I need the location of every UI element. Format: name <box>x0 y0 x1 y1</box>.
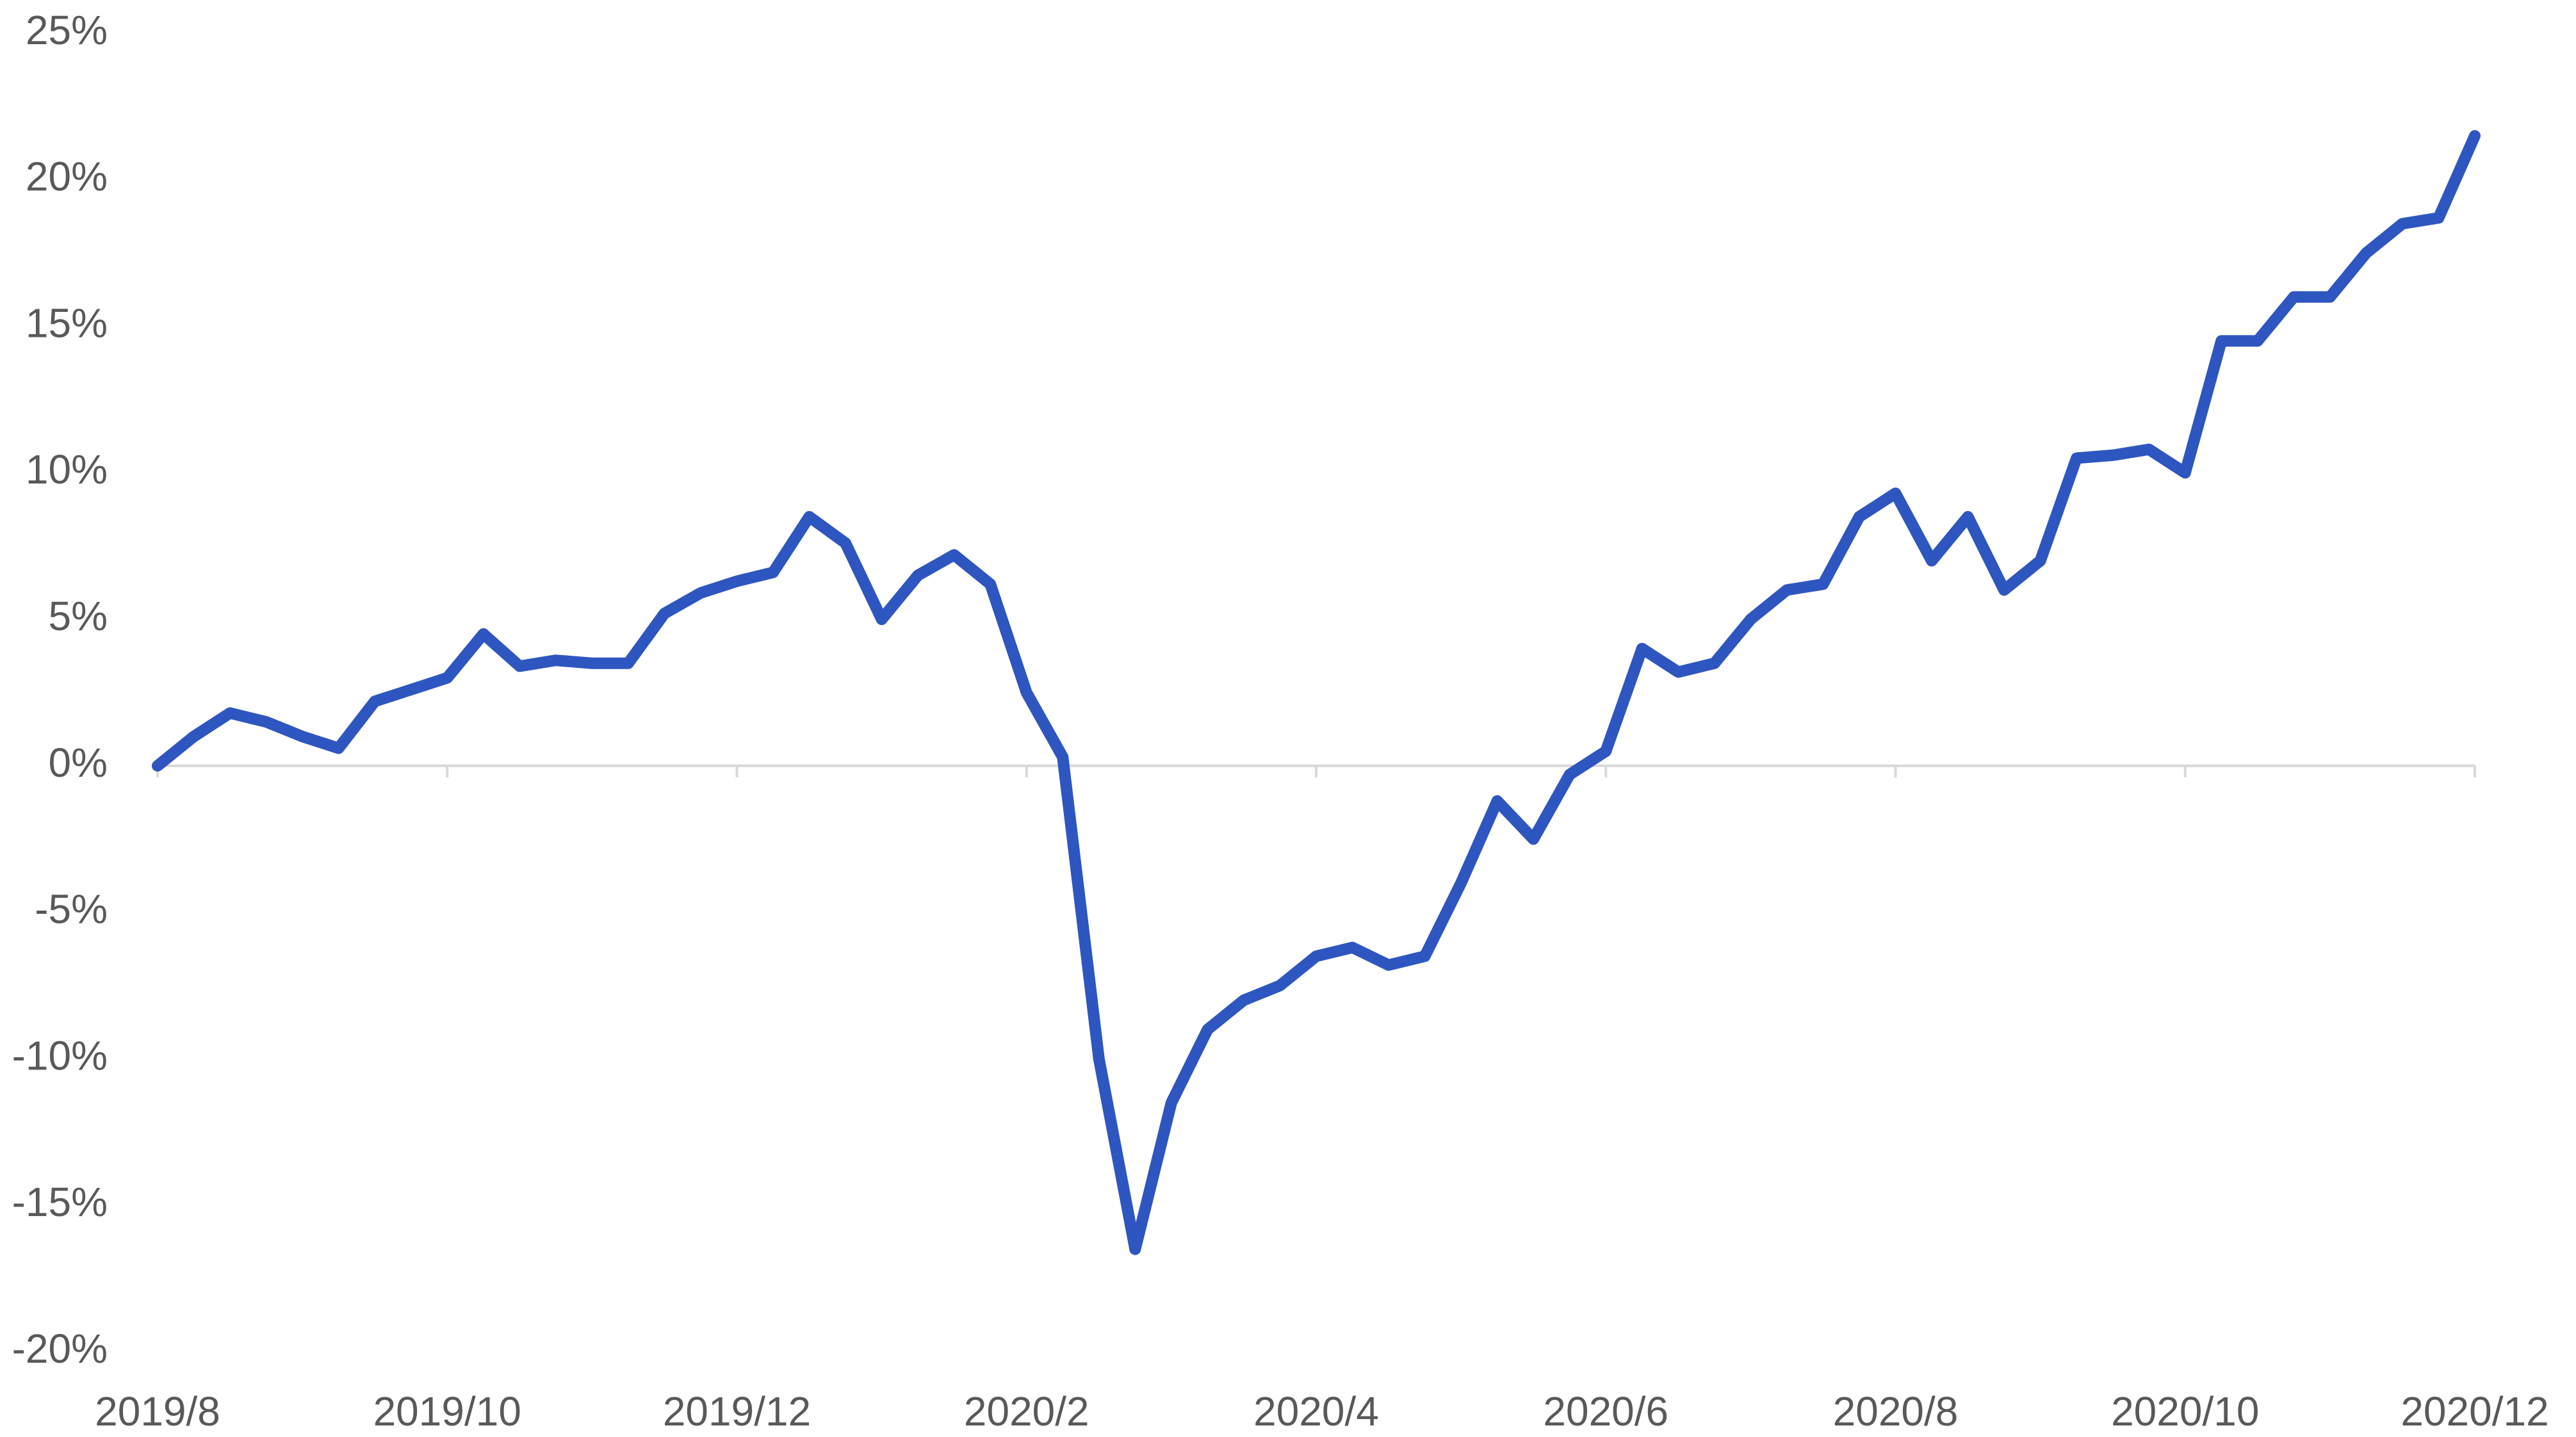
y-tick-label: -10% <box>12 1032 108 1078</box>
y-tick-label: 25% <box>26 7 108 53</box>
y-tick-label: -5% <box>35 886 108 932</box>
y-tick-label: 10% <box>26 446 108 492</box>
y-tick-label: -20% <box>12 1326 108 1372</box>
y-tick-label: 20% <box>26 154 108 200</box>
x-tick-label: 2020/4 <box>1253 1388 1379 1434</box>
x-tick-label: 2020/10 <box>2111 1388 2259 1434</box>
x-tick-label: 2019/12 <box>663 1388 811 1434</box>
x-tick-label: 2020/12 <box>2401 1388 2548 1434</box>
x-tick-label: 2019/10 <box>373 1388 521 1434</box>
y-tick-label: 15% <box>26 300 108 346</box>
series-line <box>152 130 2481 1255</box>
x-tick-label: 2019/8 <box>95 1388 220 1434</box>
y-tick-label: -15% <box>12 1179 108 1225</box>
x-tick-label: 2020/8 <box>1833 1388 1959 1434</box>
x-tick-label: 2020/6 <box>1543 1388 1668 1434</box>
y-tick-label: 0% <box>49 740 108 786</box>
x-tick-label: 2020/2 <box>964 1388 1089 1434</box>
y-tick-label: 5% <box>49 593 108 639</box>
